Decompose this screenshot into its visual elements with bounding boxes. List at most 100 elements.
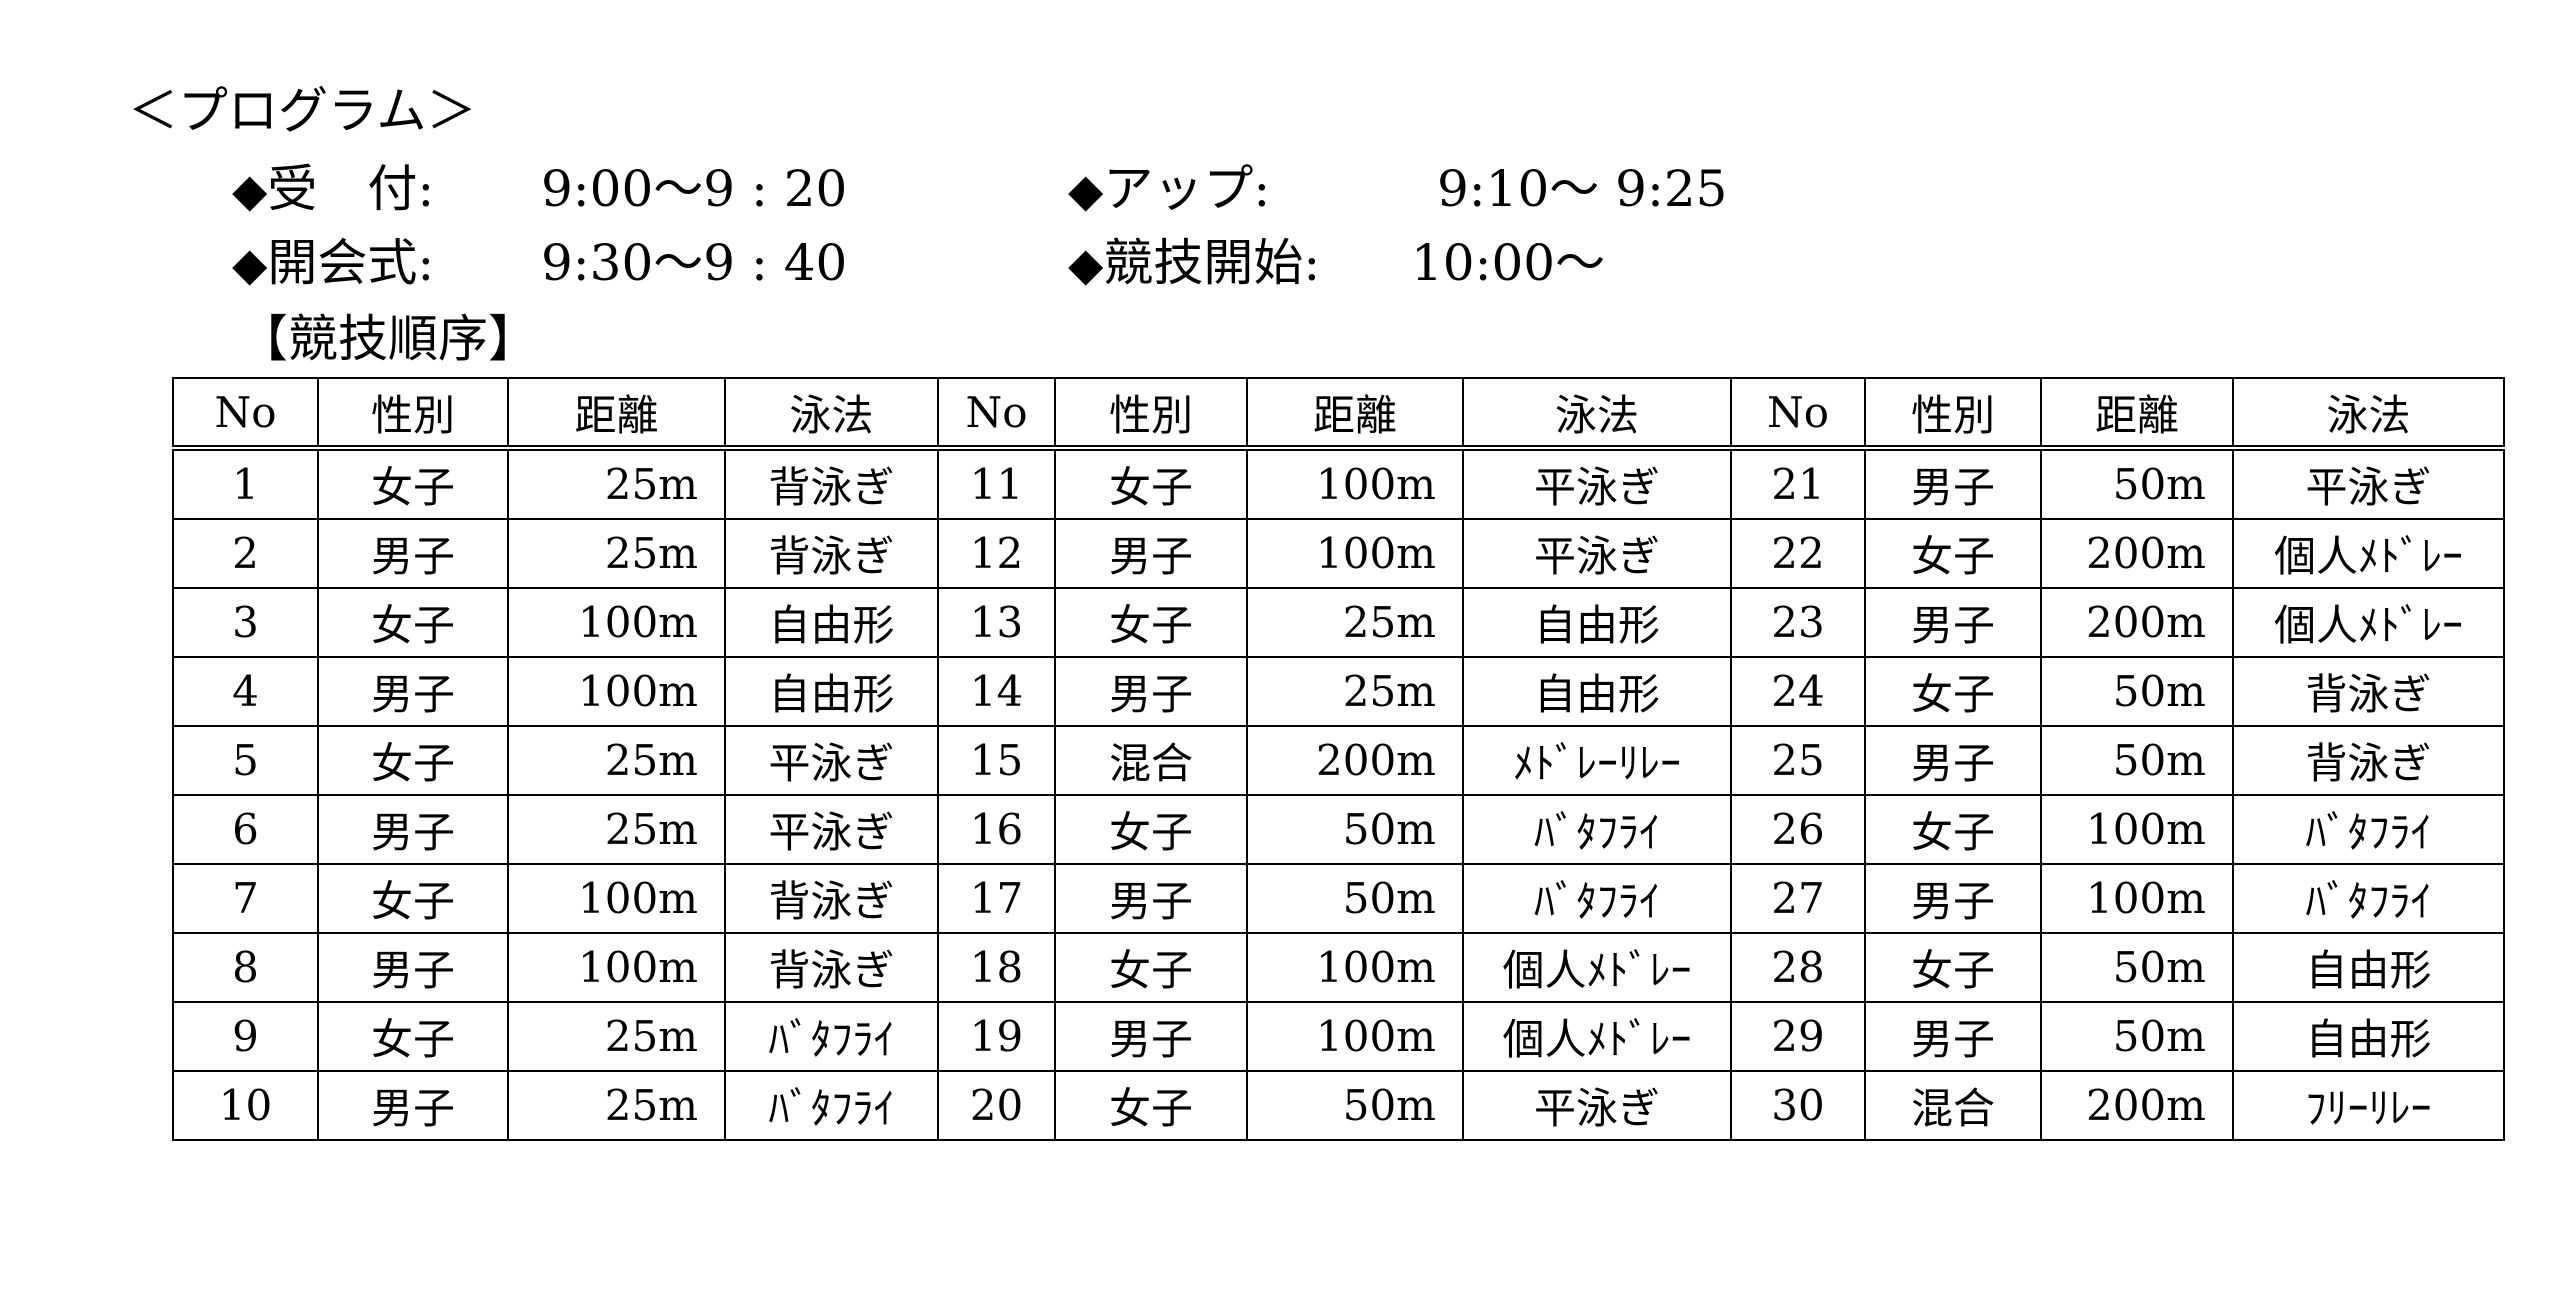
cell-gender: 男子	[1054, 656, 1248, 727]
cell-stroke: ﾒﾄﾞﾚｰﾘﾚｰ	[1462, 725, 1732, 796]
cell-stroke: ﾊﾞﾀﾌﾗｲ	[724, 1001, 939, 1072]
table-header-row: No 性別 距離 泳法 No 性別 距離 泳法 No 性別 距離 泳法	[172, 377, 2505, 451]
cell-distance: 25m	[1246, 656, 1464, 727]
cell-distance: 50m	[1246, 1070, 1464, 1141]
diamond-bullet-icon: ◆	[232, 237, 268, 291]
schedule-label: アップ:	[1103, 160, 1271, 218]
cell-gender: 男子	[317, 518, 509, 589]
cell-gender: 混合	[1054, 725, 1248, 796]
cell-gender: 男子	[317, 1070, 509, 1141]
cell-gender: 女子	[317, 587, 509, 658]
cell-stroke: 平泳ぎ	[2232, 447, 2505, 520]
header-no: No	[1730, 377, 1866, 451]
header-distance: 距離	[2040, 377, 2234, 451]
header-no: No	[937, 377, 1056, 451]
diamond-bullet-icon: ◆	[1068, 163, 1104, 217]
cell-stroke: 平泳ぎ	[724, 725, 939, 796]
cell-event-no: 29	[1730, 1001, 1866, 1072]
cell-event-no: 2	[172, 518, 319, 589]
cell-event-no: 23	[1730, 587, 1866, 658]
cell-event-no: 3	[172, 587, 319, 658]
cell-stroke: ﾊﾞﾀﾌﾗｲ	[1462, 794, 1732, 865]
cell-stroke: ﾊﾞﾀﾌﾗｲ	[2232, 863, 2505, 934]
header-stroke: 泳法	[2232, 377, 2505, 451]
cell-event-no: 15	[937, 725, 1056, 796]
header-stroke: 泳法	[1462, 377, 1732, 451]
header-gender: 性別	[317, 377, 509, 451]
cell-stroke: ﾌﾘｰﾘﾚｰ	[2232, 1070, 2505, 1141]
cell-distance: 25m	[507, 1001, 726, 1072]
cell-distance: 50m	[1246, 863, 1464, 934]
cell-distance: 200m	[1246, 725, 1464, 796]
order-heading: 【競技順序】	[238, 310, 538, 368]
cell-gender: 男子	[1864, 863, 2042, 934]
cell-distance: 100m	[507, 587, 726, 658]
cell-gender: 女子	[1054, 447, 1248, 520]
cell-distance: 50m	[2040, 932, 2234, 1003]
table-row: 2 男子 25m 背泳ぎ 12 男子 100m 平泳ぎ 22 女子 200m 個人ﾒﾄﾞﾚｰ	[172, 518, 2505, 589]
cell-stroke: 自由形	[2232, 932, 2505, 1003]
cell-gender: 男子	[1864, 1001, 2042, 1072]
cell-stroke: 平泳ぎ	[1462, 447, 1732, 520]
cell-gender: 男子	[1864, 587, 2042, 658]
cell-event-no: 9	[172, 1001, 319, 1072]
schedule-label: 受 付:	[267, 160, 435, 218]
cell-gender: 女子	[317, 725, 509, 796]
cell-event-no: 16	[937, 794, 1056, 865]
cell-gender: 男子	[1864, 725, 2042, 796]
cell-stroke: ﾊﾞﾀﾌﾗｲ	[2232, 794, 2505, 865]
cell-stroke: 平泳ぎ	[1462, 518, 1732, 589]
cell-distance: 100m	[2040, 863, 2234, 934]
schedule-reception: ◆受 付:	[232, 164, 434, 214]
cell-stroke: 背泳ぎ	[724, 518, 939, 589]
cell-stroke: 背泳ぎ	[2232, 656, 2505, 727]
cell-gender: 男子	[1054, 1001, 1248, 1072]
cell-event-no: 26	[1730, 794, 1866, 865]
cell-stroke: 自由形	[2232, 1001, 2505, 1072]
cell-distance: 100m	[507, 932, 726, 1003]
cell-distance: 100m	[1246, 518, 1464, 589]
cell-event-no: 17	[937, 863, 1056, 934]
schedule-start: ◆競技開始:	[1068, 238, 1320, 288]
cell-event-no: 12	[937, 518, 1056, 589]
header-gender: 性別	[1054, 377, 1248, 451]
cell-distance: 100m	[507, 656, 726, 727]
cell-event-no: 19	[937, 1001, 1056, 1072]
cell-stroke: 自由形	[1462, 587, 1732, 658]
table-row: 6 男子 25m 平泳ぎ 16 女子 50m ﾊﾞﾀﾌﾗｲ 26 女子 100m ﾊﾞﾀﾌﾗｲ	[172, 794, 2505, 865]
cell-event-no: 28	[1730, 932, 1866, 1003]
schedule-time: 10:00～	[1411, 234, 1606, 292]
cell-event-no: 27	[1730, 863, 1866, 934]
cell-distance: 200m	[2040, 518, 2234, 589]
cell-distance: 50m	[2040, 1001, 2234, 1072]
cell-gender: 男子	[317, 656, 509, 727]
cell-event-no: 10	[172, 1070, 319, 1141]
cell-distance: 50m	[1246, 794, 1464, 865]
program-title: ＜プログラム＞	[128, 82, 477, 140]
cell-distance: 200m	[2040, 1070, 2234, 1141]
cell-event-no: 14	[937, 656, 1056, 727]
schedule-opening: ◆開会式:	[232, 238, 434, 288]
header-no: No	[172, 377, 319, 451]
cell-gender: 男子	[1054, 863, 1248, 934]
table-row: 1 女子 25m 背泳ぎ 11 女子 100m 平泳ぎ 21 男子 50m 平泳ぎ	[172, 447, 2505, 520]
cell-gender: 女子	[1054, 587, 1248, 658]
table-row: 10 男子 25m ﾊﾞﾀﾌﾗｲ 20 女子 50m 平泳ぎ 30 混合 200m ﾌﾘｰﾘﾚｰ	[172, 1070, 2505, 1141]
cell-distance: 100m	[1246, 447, 1464, 520]
header-distance: 距離	[507, 377, 726, 451]
table-row: 8 男子 100m 背泳ぎ 18 女子 100m 個人ﾒﾄﾞﾚｰ 28 女子 50m 自由形	[172, 932, 2505, 1003]
cell-event-no: 5	[172, 725, 319, 796]
cell-distance: 50m	[2040, 656, 2234, 727]
cell-distance: 25m	[1246, 587, 1464, 658]
diamond-bullet-icon: ◆	[1068, 237, 1104, 291]
cell-event-no: 25	[1730, 725, 1866, 796]
table-row: 3 女子 100m 自由形 13 女子 25m 自由形 23 男子 200m 個人ﾒﾄﾞﾚｰ	[172, 587, 2505, 658]
schedule-time: 9:10～ 9:25	[1437, 160, 1728, 218]
cell-stroke: 自由形	[1462, 656, 1732, 727]
cell-event-no: 8	[172, 932, 319, 1003]
cell-event-no: 4	[172, 656, 319, 727]
schedule-warmup: ◆アップ:	[1068, 164, 1270, 214]
schedule-label: 競技開始:	[1103, 234, 1321, 292]
cell-event-no: 6	[172, 794, 319, 865]
schedule-time: 9:00～9 : 20	[541, 160, 848, 218]
